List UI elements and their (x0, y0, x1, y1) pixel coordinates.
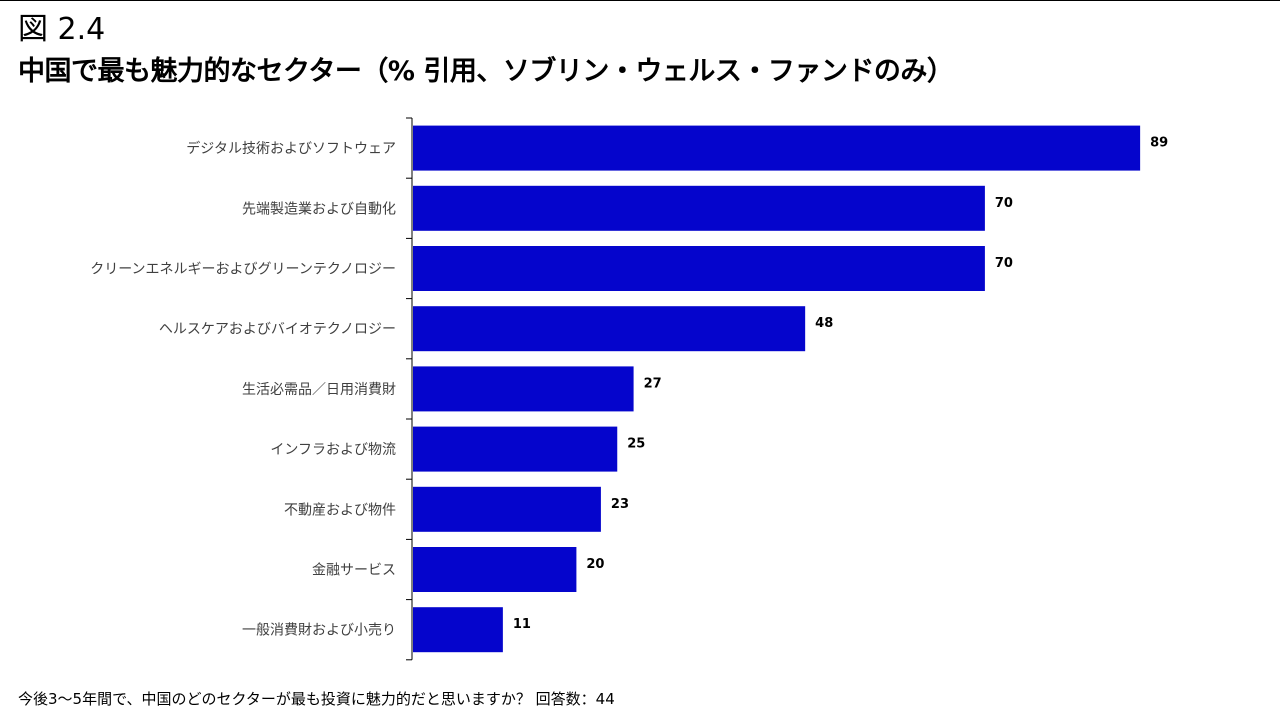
footnote: 今後3～5年間で、中国のどのセクターが最も投資に魅力的だと思いますか？ 回答数：… (18, 690, 615, 708)
bar (413, 366, 634, 412)
data-label: 25 (627, 437, 645, 452)
bar-chart: デジタル技術およびソフトウェア 89 先端製造業および自動化 70 クリーンエネルギーお… (90, 117, 1168, 661)
category-tick-label: クリーンエネルギーおよびグリーンテクノロジー (90, 262, 396, 278)
category-tick-label: 生活必需品／日用消費財 (242, 382, 396, 398)
data-label: 89 (1150, 136, 1168, 151)
data-label: 27 (644, 376, 662, 391)
figure-label: 図 2.4 (18, 12, 106, 47)
category-tick-label: ヘルスケアおよびバイオテクノロジー (159, 322, 396, 338)
data-label: 11 (513, 617, 531, 632)
bar (413, 185, 985, 231)
bar (413, 486, 601, 532)
bar (413, 125, 1141, 171)
data-label: 70 (995, 196, 1013, 211)
category-tick-label: インフラおよび物流 (270, 442, 396, 458)
category-tick-label: 不動産および物件 (284, 502, 396, 518)
data-label: 23 (611, 497, 629, 512)
bar (413, 607, 503, 653)
category-tick-label: 金融サービス (312, 563, 396, 579)
top-rule (0, 0, 1280, 1)
category-tick-label: 先端製造業および自動化 (242, 201, 396, 217)
category-tick-label: デジタル技術およびソフトウェア (186, 140, 396, 157)
data-label: 70 (995, 256, 1013, 271)
data-label: 48 (815, 316, 833, 331)
category-tick-label: 一般消費財および小売り (242, 623, 396, 639)
bar (413, 246, 985, 291)
bar (413, 306, 806, 352)
bar (413, 426, 618, 472)
chart-title: 中国で最も魅力的なセクター（% 引用、ソブリン・ウェルス・ファンドのみ） (18, 56, 954, 87)
data-label: 20 (586, 557, 604, 572)
bar (413, 547, 577, 592)
